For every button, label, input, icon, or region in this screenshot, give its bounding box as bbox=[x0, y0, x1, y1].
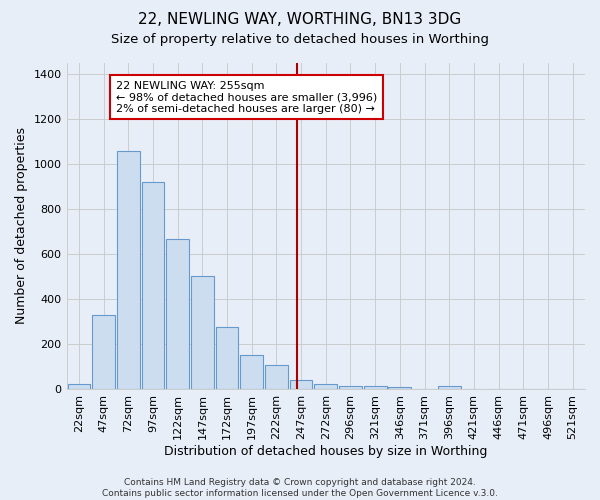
Bar bbox=[314, 384, 337, 389]
X-axis label: Distribution of detached houses by size in Worthing: Distribution of detached houses by size … bbox=[164, 444, 487, 458]
Bar bbox=[290, 380, 313, 389]
Bar bbox=[241, 355, 263, 389]
Bar bbox=[339, 386, 362, 389]
Bar bbox=[117, 152, 140, 389]
Bar bbox=[438, 386, 461, 389]
Bar bbox=[68, 384, 90, 389]
Bar bbox=[215, 327, 238, 389]
Y-axis label: Number of detached properties: Number of detached properties bbox=[15, 127, 28, 324]
Bar bbox=[142, 182, 164, 389]
Bar bbox=[364, 386, 386, 389]
Text: 22 NEWLING WAY: 255sqm
← 98% of detached houses are smaller (3,996)
2% of semi-d: 22 NEWLING WAY: 255sqm ← 98% of detached… bbox=[116, 80, 377, 114]
Bar bbox=[92, 314, 115, 389]
Text: 22, NEWLING WAY, WORTHING, BN13 3DG: 22, NEWLING WAY, WORTHING, BN13 3DG bbox=[139, 12, 461, 28]
Text: Size of property relative to detached houses in Worthing: Size of property relative to detached ho… bbox=[111, 32, 489, 46]
Bar bbox=[388, 386, 411, 389]
Bar bbox=[166, 239, 189, 389]
Bar bbox=[191, 276, 214, 389]
Text: Contains HM Land Registry data © Crown copyright and database right 2024.
Contai: Contains HM Land Registry data © Crown c… bbox=[102, 478, 498, 498]
Bar bbox=[265, 366, 288, 389]
